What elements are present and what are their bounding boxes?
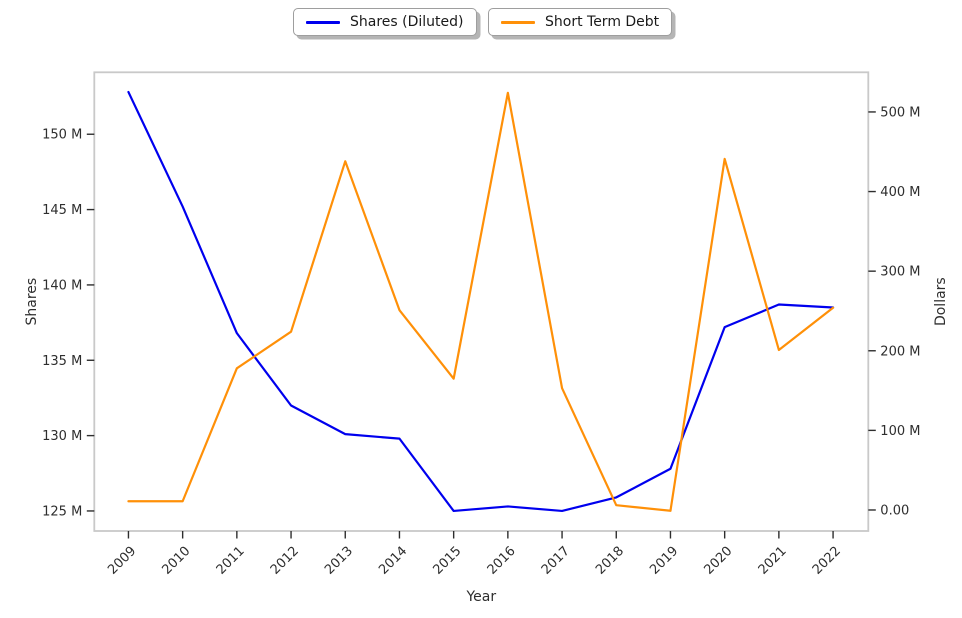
x-tick-label: 2019 <box>647 544 681 578</box>
x-axis-label: Year <box>465 589 496 605</box>
x-tick-label: 2011 <box>214 544 248 578</box>
legend-item-shares-diluted: Shares (Diluted) <box>293 8 477 36</box>
y-right-tick-label: 500 M <box>880 105 920 120</box>
x-tick-label: 2009 <box>105 544 139 578</box>
series-line-shares-diluted <box>127 90 835 513</box>
x-tick-label: 2021 <box>756 544 790 578</box>
x-tick-label: 2012 <box>268 544 302 578</box>
legend-item-short-term-debt: Short Term Debt <box>488 8 673 36</box>
x-tick-label: 2020 <box>701 544 735 578</box>
y-right-tick-label: 200 M <box>880 344 920 359</box>
x-tick-label: 2013 <box>322 544 356 578</box>
legend-line-sample-shares <box>306 20 340 24</box>
x-tick-label: 2017 <box>539 544 573 578</box>
y-axis-label-left: Shares <box>24 278 40 326</box>
y-right-tick-label: 100 M <box>880 424 920 439</box>
x-tick-label: 2014 <box>376 544 410 578</box>
x-tick-label: 2010 <box>159 544 193 578</box>
y-left-tick-label: 135 M <box>42 354 82 369</box>
y-axis-label-right: Dollars <box>933 277 949 326</box>
y-left-tick-label: 130 M <box>42 429 82 444</box>
y-left-tick-label: 150 M <box>42 128 82 143</box>
y-right-tick-label: 0.00 <box>880 503 909 518</box>
legend-line-sample-debt <box>501 20 535 24</box>
x-tick-label: 2016 <box>485 544 519 578</box>
x-tick-label: 2022 <box>810 544 844 578</box>
legend-label-debt: Short Term Debt <box>545 14 660 30</box>
series-line-short-term-debt <box>127 91 835 512</box>
x-tick-label: 2015 <box>430 544 464 578</box>
y-right-tick-label: 400 M <box>880 185 920 200</box>
y-left-tick-label: 125 M <box>42 504 82 519</box>
plot-border <box>93 71 870 532</box>
y-left-tick-label: 140 M <box>42 278 82 293</box>
y-right-tick-label: 300 M <box>880 265 920 280</box>
x-tick-label: 2018 <box>593 544 627 578</box>
legend-label-shares: Shares (Diluted) <box>350 14 464 30</box>
y-left-tick-label: 145 M <box>42 203 82 218</box>
